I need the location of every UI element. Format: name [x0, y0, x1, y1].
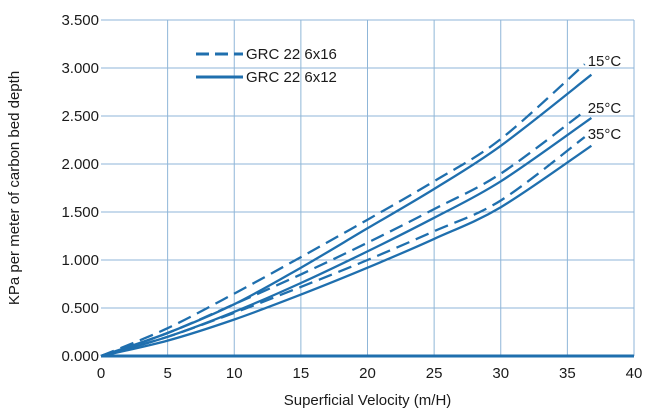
series-line-solid — [100, 73, 593, 358]
x-tick-label: 0 — [97, 365, 105, 382]
series-line-dashed — [100, 110, 586, 358]
y-tick-label: 2.000 — [61, 156, 99, 173]
x-tick-label: 5 — [163, 365, 171, 382]
x-tick-label: 40 — [626, 365, 643, 382]
x-tick-label: 35 — [559, 365, 576, 382]
x-tick-label: 15 — [293, 365, 310, 382]
x-tick-labels: 0 5 10 15 20 25 30 35 40 — [97, 365, 643, 382]
y-tick-label: 2.500 — [61, 108, 99, 125]
legend: GRC 22 6x16 GRC 22 6x12 — [196, 46, 337, 86]
series-line-dashed — [100, 63, 586, 358]
x-tick-label: 20 — [359, 365, 376, 382]
y-tick-label: 3.000 — [61, 60, 99, 77]
y-tick-label: 1.500 — [61, 204, 99, 221]
curves — [100, 63, 593, 358]
y-tick-label: 1.000 — [61, 252, 99, 269]
x-tick-label: 25 — [426, 365, 443, 382]
x-tick-label: 30 — [492, 365, 509, 382]
y-tick-label: 0.500 — [61, 300, 99, 317]
series-line-dashed — [100, 136, 586, 358]
series-line-solid — [100, 144, 593, 358]
curve-labels: 15°C 25°C 35°C — [588, 53, 622, 143]
series-line-solid — [100, 116, 593, 358]
curve-label: 25°C — [588, 100, 622, 117]
y-tick-label: 0.000 — [61, 348, 99, 365]
legend-label: GRC 22 6x16 — [246, 46, 337, 63]
curve-label: 35°C — [588, 126, 622, 143]
grid — [101, 19, 635, 356]
x-axis-title: Superficial Velocity (m/H) — [284, 392, 452, 409]
curve-label: 15°C — [588, 53, 622, 70]
legend-label: GRC 22 6x12 — [246, 69, 337, 86]
y-axis-title: KPa per meter of carbon bed depth — [6, 71, 23, 305]
x-tick-label: 10 — [226, 365, 243, 382]
y-tick-labels: 0.000 0.500 1.000 1.500 2.000 2.500 3.000 3.500 — [61, 12, 99, 365]
y-tick-label: 3.500 — [61, 12, 99, 29]
